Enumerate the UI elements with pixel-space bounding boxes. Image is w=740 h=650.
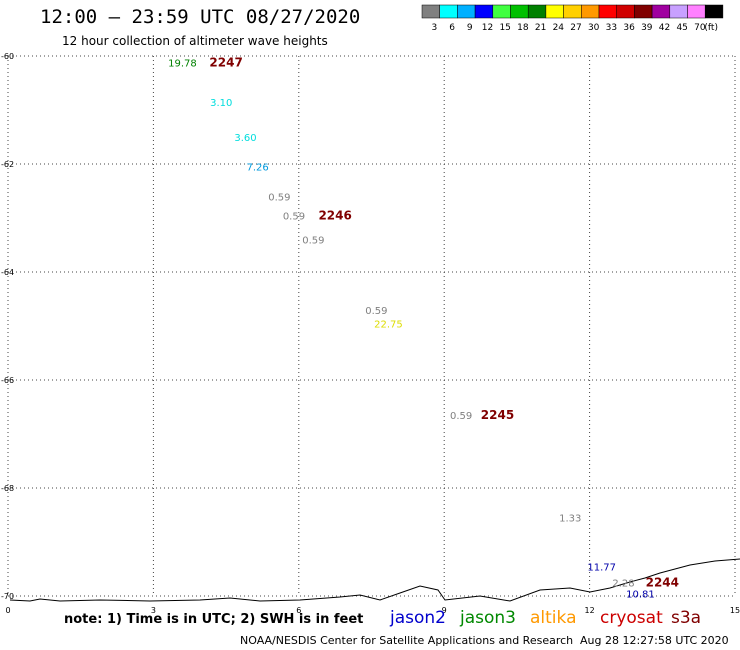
x-tick-label: 15: [730, 606, 740, 615]
wave-height-value: 1.33: [559, 514, 581, 525]
wave-height-value: 0.59: [268, 192, 290, 203]
wave-height-value: 3.10: [210, 98, 232, 109]
scale-label: 9: [467, 23, 473, 33]
scale-label: 15: [499, 23, 510, 33]
wave-height-value: 0.59: [302, 236, 324, 247]
wave-height-value: 3.60: [234, 133, 256, 144]
page-title: 12:00 – 23:59 UTC 08/27/2020: [40, 6, 361, 28]
wave-height-value: 2.28: [612, 579, 634, 590]
scale-label: 30: [588, 23, 600, 33]
scale-label: 70: [694, 23, 706, 33]
scale-label: 33: [606, 23, 617, 33]
legend-altika: altika: [530, 608, 577, 628]
scale-swatch: [704, 4, 724, 19]
scale-swatch: [492, 4, 511, 19]
legend-s3a: s3a: [671, 608, 702, 628]
track-time-label: 2246: [318, 208, 351, 222]
scale-swatch: [439, 4, 458, 19]
wave-height-value: 0.59: [365, 306, 387, 317]
wave-height-value: 22.75: [374, 319, 403, 330]
scale-label: 12: [482, 23, 493, 33]
legend-jason3: jason3: [460, 608, 516, 628]
scale-label: 18: [517, 23, 529, 33]
scale-swatch: [457, 4, 476, 19]
track-labels: 2247 2246 2245 2244: [209, 55, 679, 589]
map-grid: [7, 55, 736, 597]
footer-credit: NOAA/NESDIS Center for Satellite Applica…: [240, 634, 574, 647]
scale-swatch: [474, 4, 494, 19]
x-tick-label: 0: [5, 606, 10, 615]
scale-swatch: [687, 4, 706, 19]
scale-label: 21: [535, 23, 546, 33]
scale-label: 6: [449, 23, 455, 33]
scale-swatch: [545, 4, 564, 19]
wave-height-value: 0.59: [450, 411, 472, 422]
y-tick-label: -60: [1, 52, 14, 61]
scale-swatch: [563, 4, 582, 19]
wave-height-value: 10.81: [626, 589, 655, 600]
legend-jason2: jason2: [390, 608, 446, 628]
wave-height-value: 7.26: [246, 163, 268, 174]
scale-label: 39: [641, 23, 653, 33]
scale-swatch: [510, 4, 529, 19]
scale-swatch: [598, 4, 617, 19]
scale-swatch: [421, 4, 440, 19]
scale-swatch: [634, 4, 653, 19]
y-tick-label: -64: [1, 268, 14, 277]
scale-swatch: [669, 4, 688, 19]
y-tick-label: -66: [1, 376, 14, 385]
x-tick-label: 3: [151, 606, 156, 615]
scale-label: 42: [659, 23, 670, 33]
track-time-label: 2247: [209, 55, 242, 69]
track-time-label: 2245: [481, 408, 514, 422]
legend-note: note: 1) Time is in UTC; 2) SWH is in fe…: [64, 612, 364, 627]
legend-cryosat: cryosat: [600, 608, 663, 628]
scale-label: (ft): [704, 23, 718, 33]
x-tick-label: 12: [585, 606, 595, 615]
coastline: [9, 558, 740, 602]
scale-swatch: [616, 4, 635, 19]
scale-swatch: [527, 4, 547, 19]
page-subtitle: 12 hour collection of altimeter wave hei…: [62, 34, 328, 48]
scale-label: 45: [676, 23, 687, 33]
scale-label: 36: [623, 23, 635, 33]
y-tick-label: -68: [1, 484, 14, 493]
track-time-label: 2244: [646, 576, 679, 590]
color-scale: 3 6 9 12 15 18 21 24 27 30 33 36 39 42 45 70(ft): [421, 4, 724, 33]
data-points: 11.77 10.81 19.78 0.59 0.59 0.59 0.59 0.59 1.33 2…: [168, 58, 655, 600]
axis-ticks: 0 3 6 9 12 15 -60 -62 -64 -66 -68 -70: [1, 52, 740, 615]
scale-label: 27: [570, 23, 581, 33]
x-tick-label: 9: [442, 606, 447, 615]
scale-label: 24: [553, 23, 565, 33]
wave-height-value: 19.78: [168, 58, 197, 69]
y-tick-label: -70: [1, 592, 14, 601]
footer-timestamp: Aug 28 12:27:58 UTC 2020: [580, 634, 729, 647]
scale-swatch: [581, 4, 600, 19]
wave-height-value: 0.59: [283, 211, 305, 222]
y-tick-label: -62: [1, 160, 14, 169]
scale-label: 3: [432, 23, 438, 33]
scale-swatch: [651, 4, 671, 19]
x-tick-label: 6: [296, 606, 301, 615]
wave-height-value: 11.77: [587, 562, 616, 573]
